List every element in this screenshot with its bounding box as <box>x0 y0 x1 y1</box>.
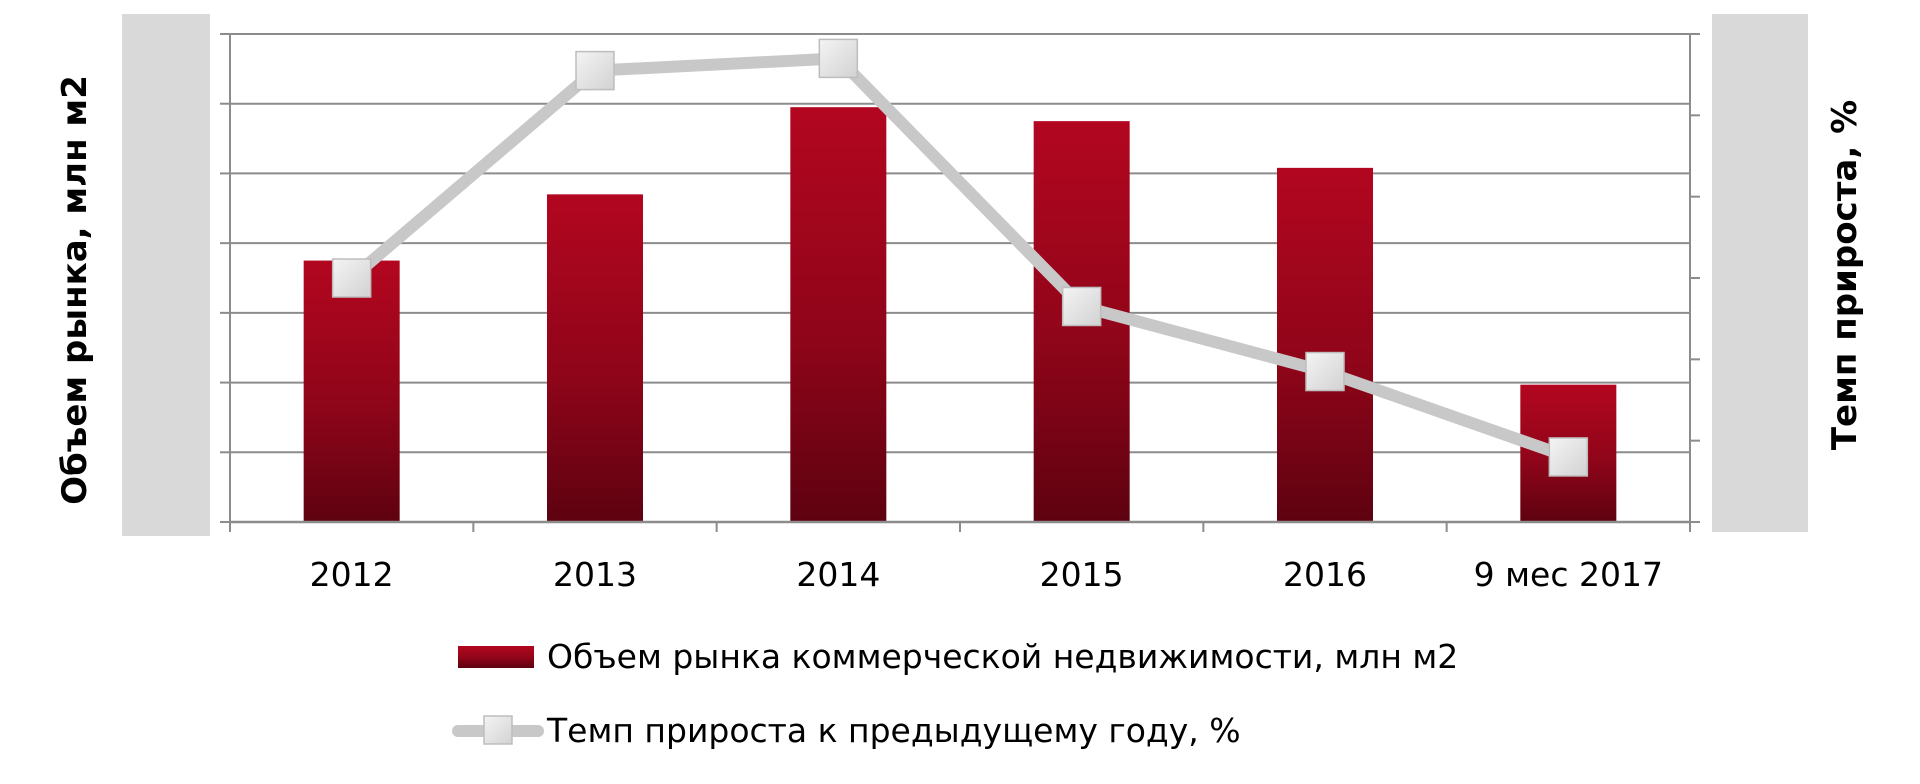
line-point-marker <box>818 38 859 79</box>
line-point-marker <box>1305 351 1345 392</box>
legend: Объем рынка коммерческой недвижимости, м… <box>452 637 1458 750</box>
series-line <box>345 52 1575 463</box>
x-tick-label: 2015 <box>1040 555 1124 594</box>
legend-bar-label: Объем рынка коммерческой недвижимости, м… <box>547 637 1458 676</box>
bar <box>547 194 643 523</box>
y-axis-title: Объем рынка, млн м2 <box>55 75 95 505</box>
line-point-marker <box>575 50 615 91</box>
bar-series <box>303 107 1617 523</box>
bar <box>1277 167 1373 522</box>
x-tick-label: 9 мес 2017 <box>1474 555 1663 594</box>
bar <box>790 107 887 522</box>
x-tick-label: 2013 <box>553 555 637 594</box>
axes <box>220 33 1700 532</box>
y2-axis-title: Темп прироста, % <box>1825 100 1865 450</box>
x-tick-label: 2012 <box>310 555 394 594</box>
legend-bar-swatch <box>458 646 534 668</box>
line-point-marker <box>1061 286 1102 327</box>
right-axis-panel <box>1712 14 1808 532</box>
legend-line-label: Темп прироста к предыдущему году, % <box>546 711 1241 750</box>
line-point-marker <box>331 258 372 298</box>
x-tick-label: 2016 <box>1283 555 1367 594</box>
line-series <box>331 38 1589 477</box>
left-axis-panel <box>122 14 210 536</box>
line-point-marker <box>1548 437 1589 477</box>
gridlines <box>230 33 1690 454</box>
legend-line-marker <box>483 715 513 745</box>
x-tick-label: 2014 <box>796 555 880 594</box>
bar <box>303 260 400 522</box>
x-tick-labels: 2012 2013 2014 2015 2016 9 мес 2017 <box>310 555 1663 594</box>
